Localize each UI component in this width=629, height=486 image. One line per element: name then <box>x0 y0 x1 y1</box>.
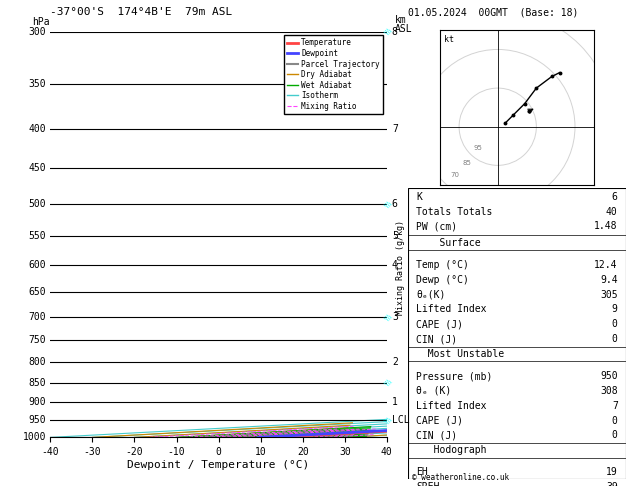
Text: CIN (J): CIN (J) <box>416 334 457 344</box>
Text: 1.48: 1.48 <box>594 222 618 231</box>
Text: © weatheronline.co.uk: © weatheronline.co.uk <box>412 473 509 482</box>
Text: 39: 39 <box>606 482 618 486</box>
Text: 308: 308 <box>600 386 618 396</box>
Text: Surface: Surface <box>416 238 481 248</box>
Text: 2: 2 <box>392 357 398 367</box>
Text: 8: 8 <box>392 27 398 36</box>
Text: 95: 95 <box>474 145 483 151</box>
Text: 0: 0 <box>612 431 618 440</box>
Text: 950: 950 <box>600 371 618 381</box>
Legend: Temperature, Dewpoint, Parcel Trajectory, Dry Adiabat, Wet Adiabat, Isotherm, Mi: Temperature, Dewpoint, Parcel Trajectory… <box>284 35 383 114</box>
Text: 5: 5 <box>392 231 398 241</box>
Text: 750: 750 <box>28 335 46 346</box>
Text: 550: 550 <box>28 231 46 241</box>
Text: 01.05.2024  00GMT  (Base: 18): 01.05.2024 00GMT (Base: 18) <box>408 7 578 17</box>
Text: 0: 0 <box>612 334 618 344</box>
Text: CIN (J): CIN (J) <box>416 431 457 440</box>
Text: θₑ(K): θₑ(K) <box>416 290 446 300</box>
Text: Lifted Index: Lifted Index <box>416 401 487 411</box>
Text: 850: 850 <box>28 378 46 388</box>
Text: $\backslash\backslash\backslash$: $\backslash\backslash\backslash$ <box>382 311 396 324</box>
Text: Hodograph: Hodograph <box>416 445 487 455</box>
Text: 400: 400 <box>28 123 46 134</box>
Text: km: km <box>394 15 406 25</box>
Text: 0: 0 <box>612 319 618 330</box>
Text: Pressure (mb): Pressure (mb) <box>416 371 493 381</box>
Text: 19: 19 <box>606 468 618 477</box>
Text: CAPE (J): CAPE (J) <box>416 319 464 330</box>
Text: 6: 6 <box>392 199 398 209</box>
Text: K: K <box>416 192 422 202</box>
Text: SREH: SREH <box>416 482 440 486</box>
Text: Temp (°C): Temp (°C) <box>416 260 469 270</box>
Text: 7: 7 <box>392 123 398 134</box>
Text: 1: 1 <box>392 397 398 407</box>
Text: $\backslash\backslash\backslash$: $\backslash\backslash\backslash$ <box>382 25 396 38</box>
Text: Mixing Ratio (g/kg): Mixing Ratio (g/kg) <box>396 220 405 315</box>
Text: 700: 700 <box>28 312 46 322</box>
Text: -37°00'S  174°4B'E  79m ASL: -37°00'S 174°4B'E 79m ASL <box>50 7 233 17</box>
X-axis label: Dewpoint / Temperature (°C): Dewpoint / Temperature (°C) <box>128 460 309 470</box>
Text: 600: 600 <box>28 260 46 270</box>
Text: CAPE (J): CAPE (J) <box>416 416 464 426</box>
Text: 9: 9 <box>612 304 618 314</box>
Text: 1000: 1000 <box>23 433 46 442</box>
Text: hPa: hPa <box>32 17 50 27</box>
Text: 900: 900 <box>28 397 46 407</box>
Text: 450: 450 <box>28 163 46 173</box>
Text: 7: 7 <box>612 401 618 411</box>
Text: 0: 0 <box>612 416 618 426</box>
Text: 6: 6 <box>612 192 618 202</box>
Text: 650: 650 <box>28 287 46 297</box>
Text: 950: 950 <box>28 415 46 425</box>
Text: 300: 300 <box>28 27 46 36</box>
Text: 500: 500 <box>28 199 46 209</box>
Text: 9.4: 9.4 <box>600 275 618 285</box>
Text: $\backslash\backslash\backslash$: $\backslash\backslash\backslash$ <box>382 197 396 210</box>
Text: 70: 70 <box>451 172 460 178</box>
Text: θₑ (K): θₑ (K) <box>416 386 452 396</box>
Text: $\backslash\backslash\backslash$: $\backslash\backslash\backslash$ <box>382 376 396 389</box>
Text: Lifted Index: Lifted Index <box>416 304 487 314</box>
Text: Dewp (°C): Dewp (°C) <box>416 275 469 285</box>
Text: 40: 40 <box>606 207 618 217</box>
Text: LCL: LCL <box>392 415 409 425</box>
Text: $\backslash\backslash\backslash$: $\backslash\backslash\backslash$ <box>382 414 396 427</box>
Text: 4: 4 <box>392 260 398 270</box>
Text: kt: kt <box>443 35 454 44</box>
Text: 85: 85 <box>462 160 471 166</box>
Text: ASL: ASL <box>394 24 412 34</box>
Text: 3: 3 <box>392 312 398 322</box>
Text: 12.4: 12.4 <box>594 260 618 270</box>
Text: 350: 350 <box>28 79 46 88</box>
Text: 305: 305 <box>600 290 618 300</box>
Text: PW (cm): PW (cm) <box>416 222 457 231</box>
Text: 800: 800 <box>28 357 46 367</box>
Text: Most Unstable: Most Unstable <box>416 349 504 359</box>
Text: Totals Totals: Totals Totals <box>416 207 493 217</box>
Text: EH: EH <box>416 468 428 477</box>
